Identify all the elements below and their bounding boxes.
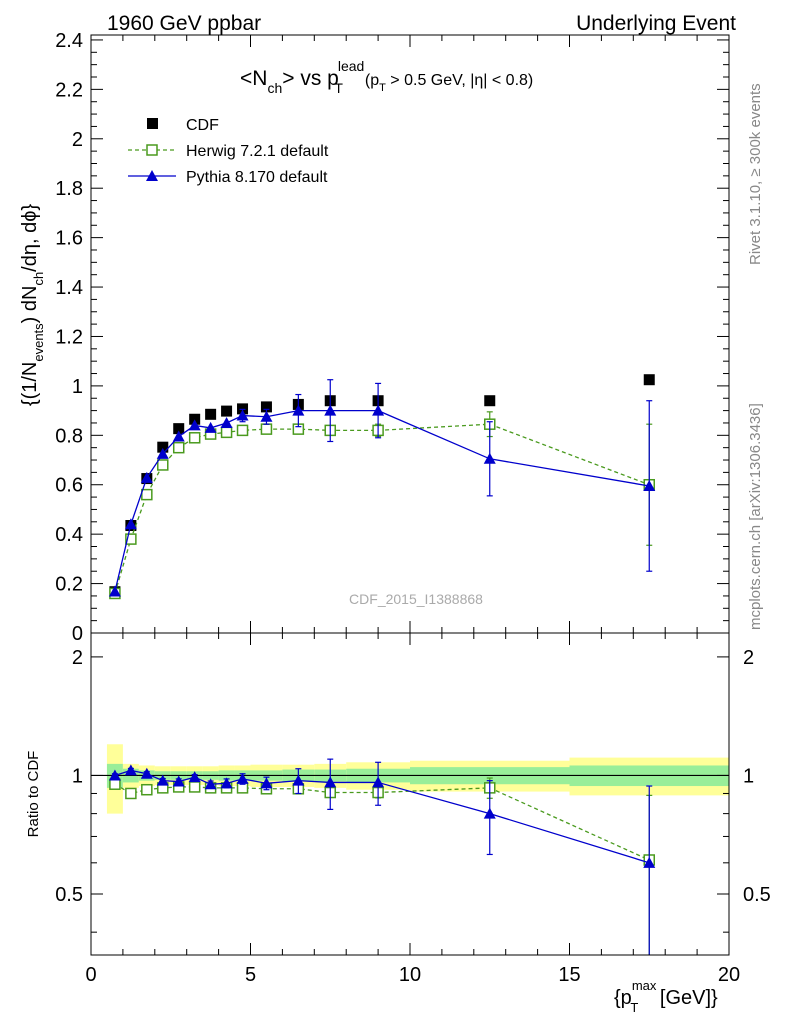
legend-pythia-marker	[146, 170, 158, 181]
pythia-point	[236, 409, 249, 421]
pythia-point	[156, 774, 169, 786]
pythia-point	[260, 410, 273, 422]
herwig-point	[236, 424, 249, 437]
herwig-point	[188, 781, 201, 793]
pythia-point	[292, 404, 305, 416]
herwig-point	[141, 488, 153, 501]
mcplots-text: mcplots.cern.ch [arXiv:1306.3436]	[747, 403, 764, 630]
legend-cdf-label: CDF	[186, 117, 219, 134]
pythia-point	[188, 419, 201, 431]
pythia-point	[324, 404, 337, 416]
plot-title: <Nch> vs plead T (pT > 0.5 GeV, |η| < 0.8)	[240, 58, 533, 96]
x-tick-label: 5	[245, 964, 256, 986]
y-tick-label: 0.4	[55, 524, 83, 546]
x-tick-label: 20	[718, 964, 740, 986]
x-tick-label: 15	[558, 964, 580, 986]
pythia-point	[204, 421, 217, 433]
pythia-point	[140, 767, 153, 779]
legend-herwig-marker	[146, 144, 158, 156]
ratio-tick-label: 0.5	[55, 884, 83, 906]
y-tick-label: 1.2	[55, 326, 83, 348]
legend-cdf-marker	[147, 118, 158, 129]
ratio-tick-label: 1	[72, 765, 83, 787]
pythia-point	[172, 430, 185, 442]
legend-herwig-label: Herwig 7.2.1 default	[186, 143, 329, 160]
pythia-point	[236, 772, 249, 784]
herwig-point	[157, 459, 169, 471]
ratio-panel-series	[108, 758, 656, 955]
herwig-point	[172, 441, 185, 454]
pythia-point	[140, 471, 153, 483]
ratio-tick-label: 2	[72, 647, 83, 669]
ratio-y-axis-label: Ratio to CDF	[25, 751, 42, 838]
y-tick-label: 0	[72, 623, 83, 645]
cdf-point	[484, 395, 496, 407]
herwig-point	[188, 432, 201, 444]
cdf-point	[205, 408, 217, 420]
pythia-point	[292, 774, 305, 786]
pythia-point	[172, 775, 185, 787]
y-tick-label: 0.8	[55, 425, 83, 447]
pythia-point	[124, 518, 137, 530]
y-tick-label: 0.6	[55, 475, 83, 497]
cdf-point	[643, 374, 655, 386]
pythia-point	[204, 778, 217, 790]
x-tick-label: 0	[85, 964, 96, 986]
rivet-version-text: Rivet 3.1.10, ≥ 300k events	[747, 83, 764, 265]
header-right: Underlying Event	[576, 12, 736, 35]
y-tick-label: 2.4	[55, 30, 83, 52]
herwig-point	[141, 783, 153, 796]
cdf-point	[173, 423, 185, 435]
ratio-tick-label-right: 2	[743, 647, 754, 669]
herwig-point	[125, 787, 137, 800]
y-tick-label: 2	[72, 129, 83, 151]
legend: CDF Herwig 7.2.1 default Pythia 8.170 de…	[128, 117, 329, 186]
ratio-tick-label-right: 1	[743, 765, 754, 787]
y-tick-label: 1.8	[55, 178, 83, 200]
herwig-point	[109, 778, 121, 790]
cdf-point	[221, 405, 233, 417]
y-tick-label: 1.6	[55, 228, 83, 250]
pythia-point	[372, 776, 385, 788]
pythia-point	[372, 404, 385, 416]
analysis-watermark: CDF_2015_I1388868	[349, 591, 483, 607]
ratio-tick-label-right: 0.5	[743, 884, 771, 906]
herwig-line	[114, 423, 650, 594]
pythia-point	[324, 776, 337, 788]
cdf-point	[260, 401, 272, 413]
pythia-point	[483, 807, 496, 819]
axes-ticks: 0 5 10 15 20 0 0.2 0.4 0.6 0.8 1 1.2 1.4 1.6 1.8 2 2.2 2.…	[55, 30, 771, 986]
y-tick-label: 1.4	[55, 277, 83, 299]
pythia-point	[643, 856, 656, 868]
header-left: 1960 GeV ppbar	[107, 12, 261, 35]
x-tick-label: 10	[399, 964, 421, 986]
x-axis-label: {pmax T [GeV]}	[614, 978, 718, 1015]
cdf-point	[189, 413, 201, 425]
cdf-point	[157, 441, 169, 453]
pythia-point	[483, 452, 496, 464]
legend-pythia-label: Pythia 8.170 default	[186, 169, 328, 186]
pythia-point	[108, 585, 121, 597]
y-tick-label: 0.2	[55, 574, 83, 596]
pythia-point	[188, 771, 201, 783]
y-tick-label: 2.2	[55, 79, 83, 101]
pythia-point	[108, 769, 121, 781]
pythia-point	[643, 479, 656, 491]
pythia-point	[220, 777, 233, 789]
pythia-point	[260, 777, 273, 789]
main-panel-series	[108, 374, 656, 600]
pythia-point	[220, 416, 233, 428]
y-axis-label: {(1/Nevents) dNch/dη, dϕ}	[19, 204, 46, 407]
herwig-point	[125, 533, 137, 545]
pythia-point	[156, 447, 169, 459]
y-tick-label: 1	[72, 376, 83, 398]
herwig-point	[260, 423, 273, 435]
herwig-point	[220, 426, 233, 439]
pythia-point	[124, 764, 137, 776]
